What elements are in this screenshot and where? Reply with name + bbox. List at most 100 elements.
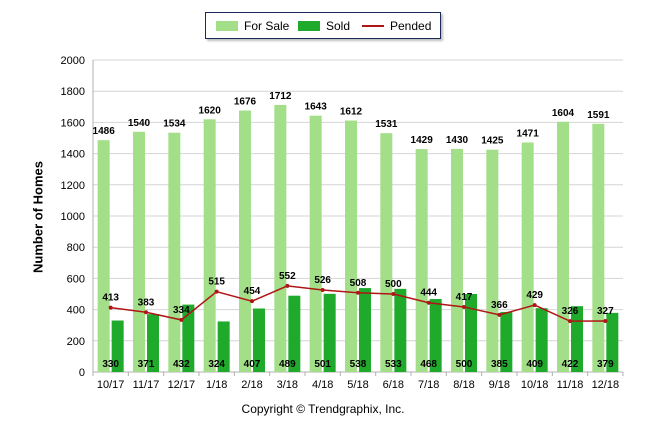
bar-sold: [288, 295, 301, 372]
data-label-pended: 334: [173, 305, 190, 316]
point-pended: [568, 319, 572, 324]
data-label-for-sale: 1676: [234, 97, 257, 108]
y-tick-label: 400: [67, 305, 85, 317]
data-label-sold: 324: [208, 359, 225, 370]
data-label-for-sale: 1620: [199, 105, 222, 116]
data-label-for-sale: 1534: [163, 119, 186, 130]
data-label-sold: 538: [350, 359, 367, 370]
x-tick-label: 3/18: [277, 379, 298, 391]
bar-for-sale: [557, 121, 569, 372]
data-label-sold: 409: [526, 359, 543, 370]
point-pended: [426, 300, 431, 305]
data-label-pended: 413: [102, 293, 119, 304]
y-tick-label: 1200: [61, 180, 85, 192]
bar-sold: [465, 294, 477, 372]
legend-item-sold: Sold: [298, 19, 350, 33]
legend-label-pended: Pended: [390, 19, 432, 33]
legend: For Sale Sold Pended: [205, 12, 441, 39]
data-label-pended: 444: [420, 288, 437, 299]
x-tick-label: 6/18: [383, 379, 404, 391]
x-tick-label: 11/18: [557, 379, 584, 391]
y-tick-label: 600: [67, 273, 85, 285]
bar-sold: [217, 321, 230, 372]
data-label-pended: 500: [385, 279, 402, 290]
bar-sold: [111, 320, 124, 372]
point-pended: [250, 299, 254, 304]
bar-for-sale: [274, 104, 287, 372]
x-tick-label: 9/18: [489, 379, 510, 391]
point-pended: [144, 310, 148, 315]
y-tick-label: 800: [67, 242, 85, 254]
bar-sold: [253, 308, 265, 372]
bar-for-sale: [309, 115, 322, 372]
bar-for-sale: [415, 149, 428, 372]
legend-swatch-for-sale: [216, 21, 238, 31]
x-tick-label: 5/18: [347, 379, 368, 391]
bar-for-sale: [451, 148, 463, 372]
data-label-pended: 326: [562, 306, 579, 317]
bar-for-sale: [168, 132, 181, 372]
data-label-pended: 552: [279, 271, 296, 282]
x-tick-label: 11/17: [133, 379, 160, 391]
data-label-pended: 515: [208, 277, 225, 288]
copyright-footer: Copyright © Trendgraphix, Inc.: [241, 402, 405, 416]
point-pended: [285, 283, 290, 288]
point-pended: [603, 318, 608, 323]
point-pended: [356, 290, 360, 295]
point-pended: [108, 305, 113, 310]
y-tick-label: 0: [79, 367, 85, 379]
x-tick-label: 2/18: [241, 379, 262, 391]
data-label-pended: 327: [597, 306, 614, 317]
x-tick-label: 8/18: [453, 379, 474, 391]
bar-sold: [394, 288, 407, 372]
data-label-for-sale: 1430: [446, 135, 469, 146]
data-label-for-sale: 1591: [587, 110, 610, 121]
legend-swatch-pended: [362, 25, 384, 27]
bar-for-sale: [486, 149, 499, 372]
bar-for-sale: [345, 120, 357, 372]
point-pended: [532, 303, 537, 308]
bar-sold: [500, 311, 513, 372]
data-label-for-sale: 1604: [552, 108, 575, 119]
data-label-pended: 417: [456, 292, 473, 303]
bar-for-sale: [203, 119, 216, 372]
data-label-for-sale: 1531: [375, 119, 398, 130]
bar-for-sale: [380, 133, 393, 372]
bar-sold: [535, 308, 548, 372]
y-axis-label: Number of Homes: [30, 161, 46, 273]
legend-label-for-sale: For Sale: [244, 19, 290, 33]
data-label-sold: 379: [597, 359, 614, 370]
data-label-sold: 407: [244, 359, 261, 370]
data-label-sold: 371: [138, 359, 155, 370]
bar-sold: [323, 293, 336, 372]
x-tick-label: 7/18: [418, 379, 439, 391]
data-label-for-sale: 1643: [305, 102, 328, 113]
x-tick-label: 12/18: [592, 379, 620, 391]
data-label-pended: 366: [491, 300, 508, 311]
data-label-for-sale: 1486: [93, 126, 116, 137]
data-label-sold: 432: [173, 359, 190, 370]
bar-sold: [359, 288, 371, 372]
bar-sold: [571, 306, 583, 372]
bar-for-sale: [521, 142, 534, 372]
data-label-sold: 385: [491, 359, 508, 370]
bar-for-sale: [133, 131, 145, 372]
data-label-pended: 454: [244, 286, 261, 297]
x-tick-label: 12/17: [168, 379, 196, 391]
legend-item-for-sale: For Sale: [216, 19, 289, 33]
data-label-sold: 500: [456, 359, 473, 370]
data-label-sold: 533: [385, 359, 402, 370]
point-pended: [462, 304, 466, 309]
data-label-for-sale: 1540: [128, 118, 151, 129]
x-tick-label: 10/17: [97, 379, 125, 391]
data-label-for-sale: 1471: [517, 129, 540, 140]
point-pended: [179, 317, 184, 322]
point-pended: [320, 287, 325, 292]
x-tick-label: 1/18: [206, 379, 227, 391]
y-tick-label: 2000: [61, 55, 85, 67]
legend-item-pended: Pended: [362, 19, 431, 33]
legend-swatch-sold: [298, 21, 320, 31]
data-label-pended: 429: [526, 290, 543, 301]
data-label-for-sale: 1425: [481, 136, 504, 147]
